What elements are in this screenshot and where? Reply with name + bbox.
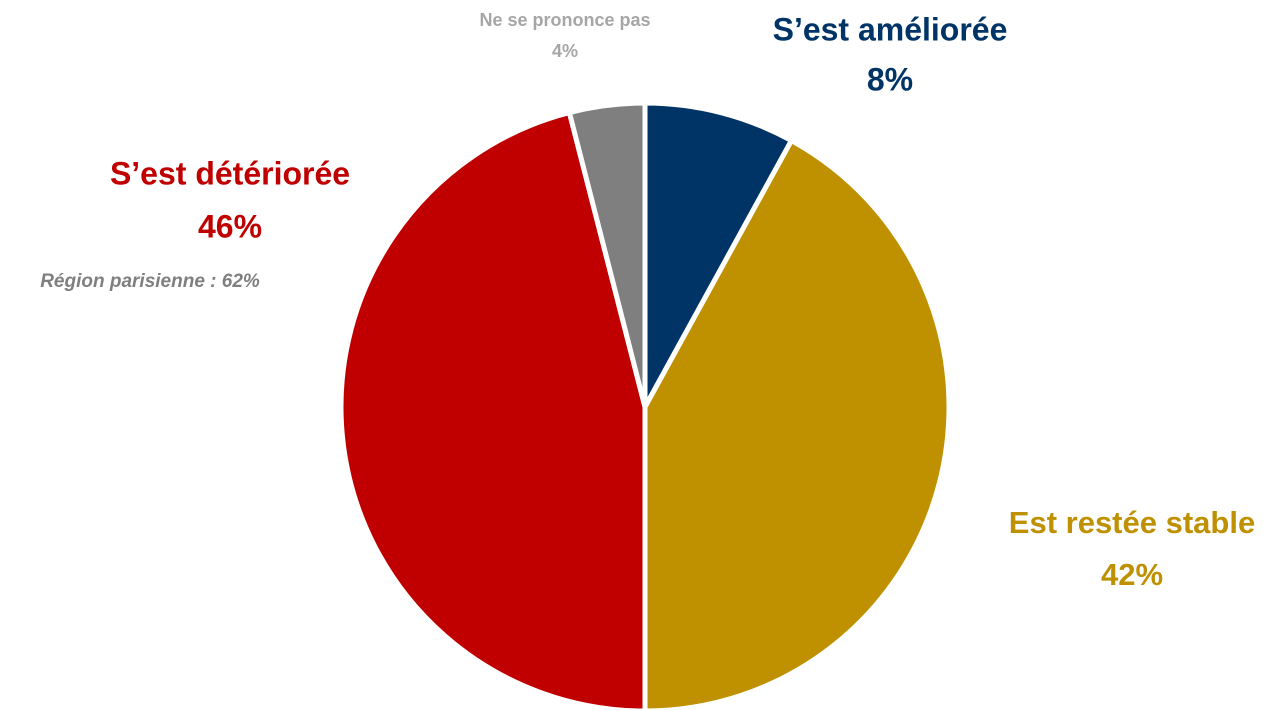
slice-label: S’est améliorée [773,11,1008,47]
pie [338,100,952,710]
pie-slice [566,100,648,410]
slice-label: S’est détériorée [110,155,350,191]
pie-slice [642,138,952,710]
slice-label: Ne se prononce pas [479,10,650,30]
slice-label: Est restée stable [1009,505,1255,540]
pie-slice [642,100,794,410]
slice-value-label: 4% [552,41,578,61]
annotation: Région parisienne : 62% [40,271,260,292]
slice-value-label: 42% [1101,557,1163,592]
slice-value-label: 46% [198,208,262,244]
slice-value-label: 8% [867,61,913,97]
pie-slice [338,110,648,710]
